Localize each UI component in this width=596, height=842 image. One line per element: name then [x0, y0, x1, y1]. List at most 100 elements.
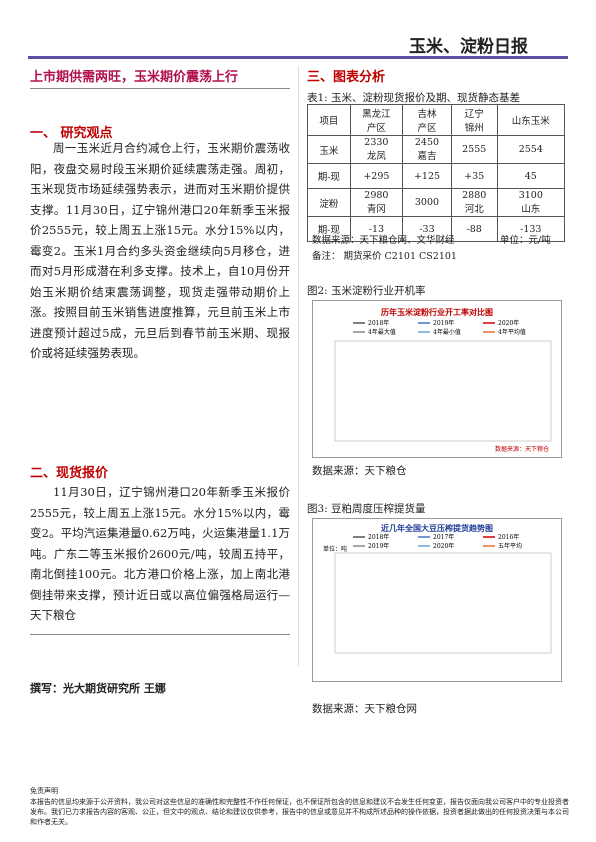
- cell-text: 期-现: [317, 225, 340, 236]
- cell-text: 2880: [462, 190, 487, 201]
- cell-text: 3000: [414, 197, 440, 208]
- cell-text: -33: [419, 223, 435, 235]
- cell-text: +125: [413, 170, 441, 182]
- table-cell: +35: [450, 163, 498, 189]
- legend-label: 2017年: [433, 533, 454, 541]
- rule: [30, 88, 290, 89]
- cell-text: +295: [363, 170, 390, 182]
- table-cell: +295: [349, 163, 404, 189]
- table-cell: 项目: [307, 104, 351, 136]
- author: 撰写：光大期货研究所 王娜: [30, 682, 166, 695]
- table-cell: 辽宁 锦州: [450, 104, 498, 136]
- cell-text: 锦州: [464, 123, 484, 134]
- table-caption: 表1: 玉米、淀粉现货报价及期、现货静态基差: [307, 92, 521, 104]
- cell-text: -133: [520, 223, 542, 235]
- table-row: 期-现 -13 -33 -88 -133: [307, 216, 566, 242]
- cell-text: 2980: [364, 190, 389, 201]
- legend-label: 4年最大值: [368, 328, 396, 336]
- table-cell: 玉米: [307, 135, 351, 164]
- legend-label: 2018年: [368, 319, 389, 327]
- legend-label: 2018年: [368, 533, 389, 541]
- source: 数据来源：天下粮仓网、文华财经: [312, 235, 455, 246]
- legend-label: 2019年: [433, 319, 454, 327]
- paragraph: 周一玉米近月合约减仓上行，玉米期价震荡收阳，夜盘交易时段玉米期价延续震荡走强。周…: [30, 141, 290, 360]
- section-heading: 三、图表分析: [307, 70, 386, 85]
- headline: 上市期供需两旺，玉米期价震荡上行: [30, 70, 239, 85]
- figure-unit: 单位：吨: [323, 545, 347, 553]
- table-cell: 淀粉: [307, 188, 351, 217]
- cell-text: +35: [464, 170, 485, 182]
- figure: 近几年全国大豆压榨提货趋势图 单位：吨 2018年 2017年 2016年 2019年…: [312, 518, 562, 682]
- legend: 2018年 2017年 2016年 2019年 2020年 五年平均: [353, 533, 522, 550]
- note: 备注： 期货采价 C2101 CS2101: [312, 251, 457, 262]
- plot-frame: [334, 340, 552, 442]
- table-cell: -33: [402, 216, 452, 242]
- cell-text: -13: [368, 223, 385, 235]
- figure-caption: 图2: 玉米淀粉行业开机率: [307, 285, 426, 297]
- cell-text: 2450: [414, 137, 440, 148]
- legend-label: 4年最小值: [433, 328, 461, 336]
- cell-text: 河北: [464, 204, 484, 215]
- table-cell: 山东玉米: [496, 104, 566, 136]
- figure-caption: 图3: 豆粕周度压榨提货量: [307, 503, 426, 515]
- rule: [30, 634, 290, 635]
- cell-text: 黑龙江: [362, 109, 391, 120]
- cell-text: 产区: [417, 123, 437, 134]
- table-row: 淀粉 2980 青冈 3000 2880 河北 3100 山东: [307, 188, 566, 217]
- section-heading: 二、现货报价: [30, 466, 109, 481]
- table-cell: 2555: [450, 135, 498, 164]
- cell-text: 山东玉米: [511, 116, 550, 127]
- cell-text: 2554: [518, 144, 543, 155]
- table-row: 期-现 +295 +125 +35 45: [307, 163, 566, 189]
- cell-text: 青冈: [366, 204, 386, 215]
- legend: 2018年 2019年 2020年 4年最大值 4年最小值 4年平均值: [353, 319, 526, 336]
- table-row: 项目 黑龙江 产区 吉林 产区 辽宁 锦州 山东玉米: [307, 104, 566, 136]
- cell-text: 玉米: [319, 145, 339, 157]
- footer-title: 免责声明: [30, 787, 58, 795]
- cell-text: 山东: [521, 204, 541, 215]
- cell-text: 期-现: [317, 172, 340, 183]
- table-row: 玉米 2330 龙凤 2450 嘉吉 2555 2554: [307, 135, 566, 164]
- figure-title: 近几年全国大豆压榨提货趋势图: [381, 523, 493, 533]
- cell-text: 产区: [366, 123, 386, 134]
- table-cell: 期-现: [307, 216, 351, 242]
- legend-label: 4年平均值: [498, 328, 526, 336]
- header-title: 玉米、淀粉日报: [409, 37, 528, 57]
- table-cell: 2450 嘉吉: [402, 135, 452, 164]
- legend-label: 2020年: [433, 542, 454, 550]
- table-cell: 2880 河北: [450, 188, 498, 217]
- table-cell: +125: [402, 163, 452, 189]
- table-cell: 2554: [496, 135, 566, 164]
- figure-source: 数据来源：天下粮仓: [495, 445, 549, 453]
- cell-text: 嘉吉: [417, 151, 437, 162]
- table-cell: 期-现: [307, 163, 351, 189]
- legend-label: 2016年: [498, 533, 519, 541]
- legend-label: 五年平均: [498, 542, 522, 550]
- cell-text: 龙凤: [366, 151, 386, 162]
- table: 项目 黑龙江 产区 吉林 产区 辽宁 锦州 山东玉米 玉米 2330 龙凤 2450 嘉吉 2555 255…: [307, 104, 566, 242]
- table-cell: 45: [496, 163, 566, 189]
- legend-label: 2020年: [498, 319, 519, 327]
- cell-text: 吉林: [417, 109, 437, 120]
- footer-text: 本报告的信息均来源于公开资料，我公司对这些信息的准确性和完整性不作任何保证，也不…: [30, 798, 569, 826]
- table-cell: 3100 山东: [496, 188, 566, 217]
- table-cell: 2980 青冈: [349, 188, 404, 217]
- paragraph: 11月30日，辽宁锦州港口20年新季玉米报价2555元，较上周五上涨15元。水分…: [30, 485, 290, 622]
- cell-text: 辽宁: [464, 109, 484, 120]
- figure-title: 历年玉米淀粉行业开工率对比图: [381, 307, 493, 317]
- figure: 历年玉米淀粉行业开工率对比图 2018年 2019年 2020年 4年最大值 4年最小值…: [312, 300, 562, 458]
- table-cell: 黑龙江 产区: [349, 104, 404, 136]
- cell-text: 3100: [518, 190, 543, 201]
- table-cell: 吉林 产区: [402, 104, 452, 136]
- cell-text: -88: [466, 223, 482, 235]
- source: 数据来源：天下粮仓: [312, 465, 407, 477]
- divider: [298, 66, 299, 666]
- legend-label: 2019年: [368, 542, 389, 550]
- cell-text: 45: [524, 170, 537, 182]
- cell-text: 淀粉: [319, 198, 339, 210]
- cell-text: 2330: [364, 137, 389, 148]
- table-cell: 2330 龙凤: [349, 135, 404, 164]
- source: 数据来源：天下粮仓网: [312, 703, 417, 715]
- table-cell: -88: [450, 216, 498, 242]
